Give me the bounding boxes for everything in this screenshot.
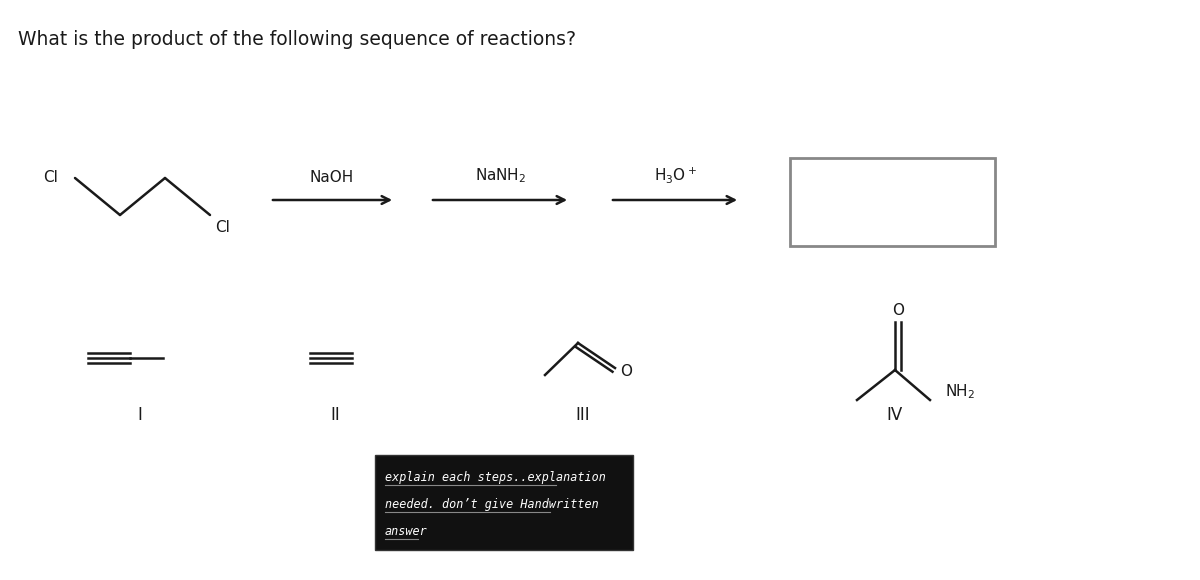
Text: answer: answer bbox=[385, 525, 427, 538]
Bar bbox=[790, 158, 995, 246]
Text: O: O bbox=[892, 303, 904, 318]
Text: explain each steps..explanation: explain each steps..explanation bbox=[385, 471, 606, 484]
Text: H$_3$O$^+$: H$_3$O$^+$ bbox=[654, 165, 696, 185]
Text: O: O bbox=[620, 364, 632, 379]
Text: NaOH: NaOH bbox=[310, 170, 354, 185]
Text: III: III bbox=[576, 406, 590, 424]
Text: NH$_2$: NH$_2$ bbox=[946, 383, 976, 401]
Text: NaNH$_2$: NaNH$_2$ bbox=[474, 166, 526, 185]
Bar bbox=[374, 455, 634, 550]
Text: needed. don’t give Handwritten: needed. don’t give Handwritten bbox=[385, 498, 599, 511]
Text: Cl: Cl bbox=[215, 220, 230, 235]
Text: II: II bbox=[330, 406, 340, 424]
Text: Cl: Cl bbox=[43, 171, 58, 186]
Text: What is the product of the following sequence of reactions?: What is the product of the following seq… bbox=[18, 30, 576, 49]
Text: IV: IV bbox=[887, 406, 904, 424]
Text: I: I bbox=[138, 406, 143, 424]
